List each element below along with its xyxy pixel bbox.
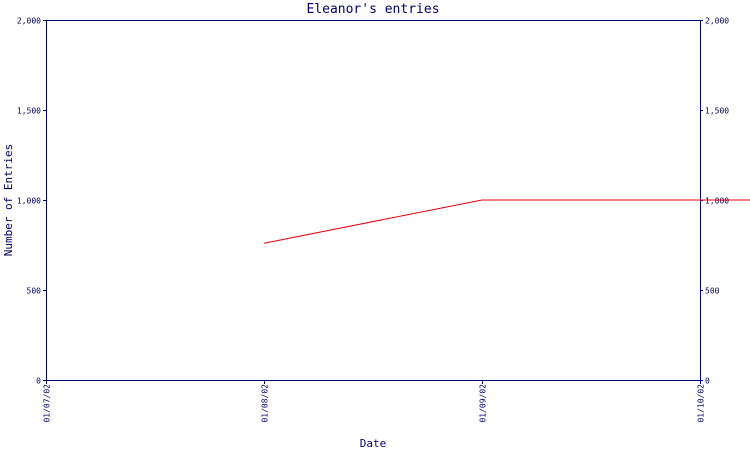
x-axis-title: Date bbox=[360, 437, 387, 450]
x-tick-label: 01/07/02 bbox=[43, 384, 52, 423]
chart-title: Eleanor's entries bbox=[306, 2, 439, 17]
y-tick-label-left: 1,000 bbox=[17, 197, 41, 206]
y-tick-label-right: 0 bbox=[705, 377, 710, 386]
x-tick-label: 01/08/02 bbox=[261, 384, 270, 423]
series-line bbox=[263, 199, 750, 244]
y-tick-label-right: 1,000 bbox=[705, 197, 729, 206]
y-tick-label-left: 0 bbox=[36, 377, 41, 386]
y-axis-title: Number of Entries bbox=[2, 144, 15, 257]
y-axis-left: 0 500 1,000 1,500 2,000 bbox=[17, 17, 46, 386]
x-axis: 01/07/02 01/08/02 01/09/02 01/10/02 bbox=[43, 380, 706, 423]
series-layer bbox=[263, 199, 750, 244]
y-tick-label-right: 500 bbox=[705, 287, 720, 296]
y-tick-label-right: 2,000 bbox=[705, 17, 729, 26]
y-tick-label-right: 1,500 bbox=[705, 107, 729, 116]
plot-frame bbox=[46, 20, 701, 381]
x-tick-label: 01/10/02 bbox=[697, 384, 706, 423]
y-tick-label-left: 1,500 bbox=[17, 107, 41, 116]
y-tick-label-left: 500 bbox=[27, 287, 42, 296]
y-axis-right: 0 500 1,000 1,500 2,000 bbox=[700, 17, 729, 386]
y-tick-label-left: 2,000 bbox=[17, 17, 41, 26]
x-tick-label: 01/09/02 bbox=[479, 384, 488, 423]
